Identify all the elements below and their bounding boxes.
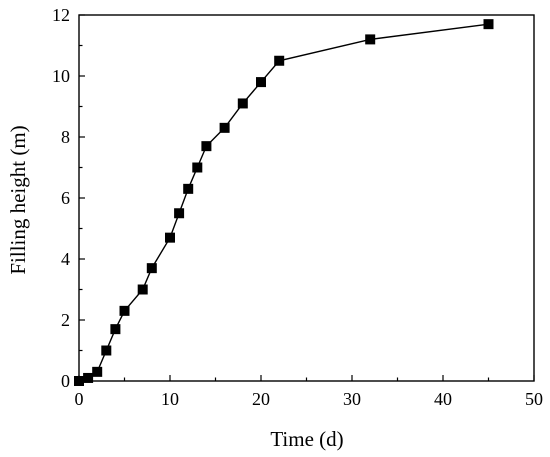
y-tick-label: 0	[61, 371, 70, 391]
y-tick-label: 2	[61, 310, 70, 330]
data-point-marker	[110, 324, 121, 335]
data-point-marker	[119, 305, 130, 316]
series-line	[78, 23, 489, 382]
x-tick-label: 0	[75, 389, 84, 409]
x-tick-label: 30	[343, 389, 361, 409]
x-tick-label: 20	[252, 389, 270, 409]
data-point-marker	[146, 263, 157, 274]
x-tick-label: 40	[434, 389, 452, 409]
y-tick-label: 6	[61, 188, 70, 208]
data-point-marker	[237, 98, 248, 109]
data-point-marker	[274, 55, 285, 66]
y-tick-label: 4	[61, 249, 70, 269]
data-point-marker	[165, 232, 175, 243]
data-point-marker	[92, 366, 103, 377]
data-point-marker	[365, 34, 376, 45]
data-point-marker	[183, 183, 194, 194]
x-tick-label: 10	[161, 389, 179, 409]
y-tick-label: 8	[61, 127, 70, 147]
data-point-marker	[137, 284, 148, 295]
plot-area: 0 10 20 30 40 50 0 2 4 6 8 10 12	[52, 5, 543, 409]
y-axis-title: Filling height (m)	[6, 125, 30, 274]
data-point-marker	[219, 122, 230, 133]
data-point-marker	[101, 345, 112, 356]
y-tick-label: 12	[52, 5, 70, 25]
x-tick-label: 50	[525, 389, 543, 409]
data-point-marker	[74, 376, 84, 386]
data-point-marker	[174, 208, 185, 219]
data-point-marker	[201, 141, 212, 152]
plot-frame	[78, 14, 535, 382]
x-axis-title: Time (d)	[270, 427, 343, 451]
y-tick-label: 10	[52, 66, 70, 86]
data-point-marker	[192, 162, 203, 173]
data-point-marker	[83, 372, 94, 383]
data-point-marker	[256, 77, 266, 88]
data-point-marker	[483, 19, 494, 30]
